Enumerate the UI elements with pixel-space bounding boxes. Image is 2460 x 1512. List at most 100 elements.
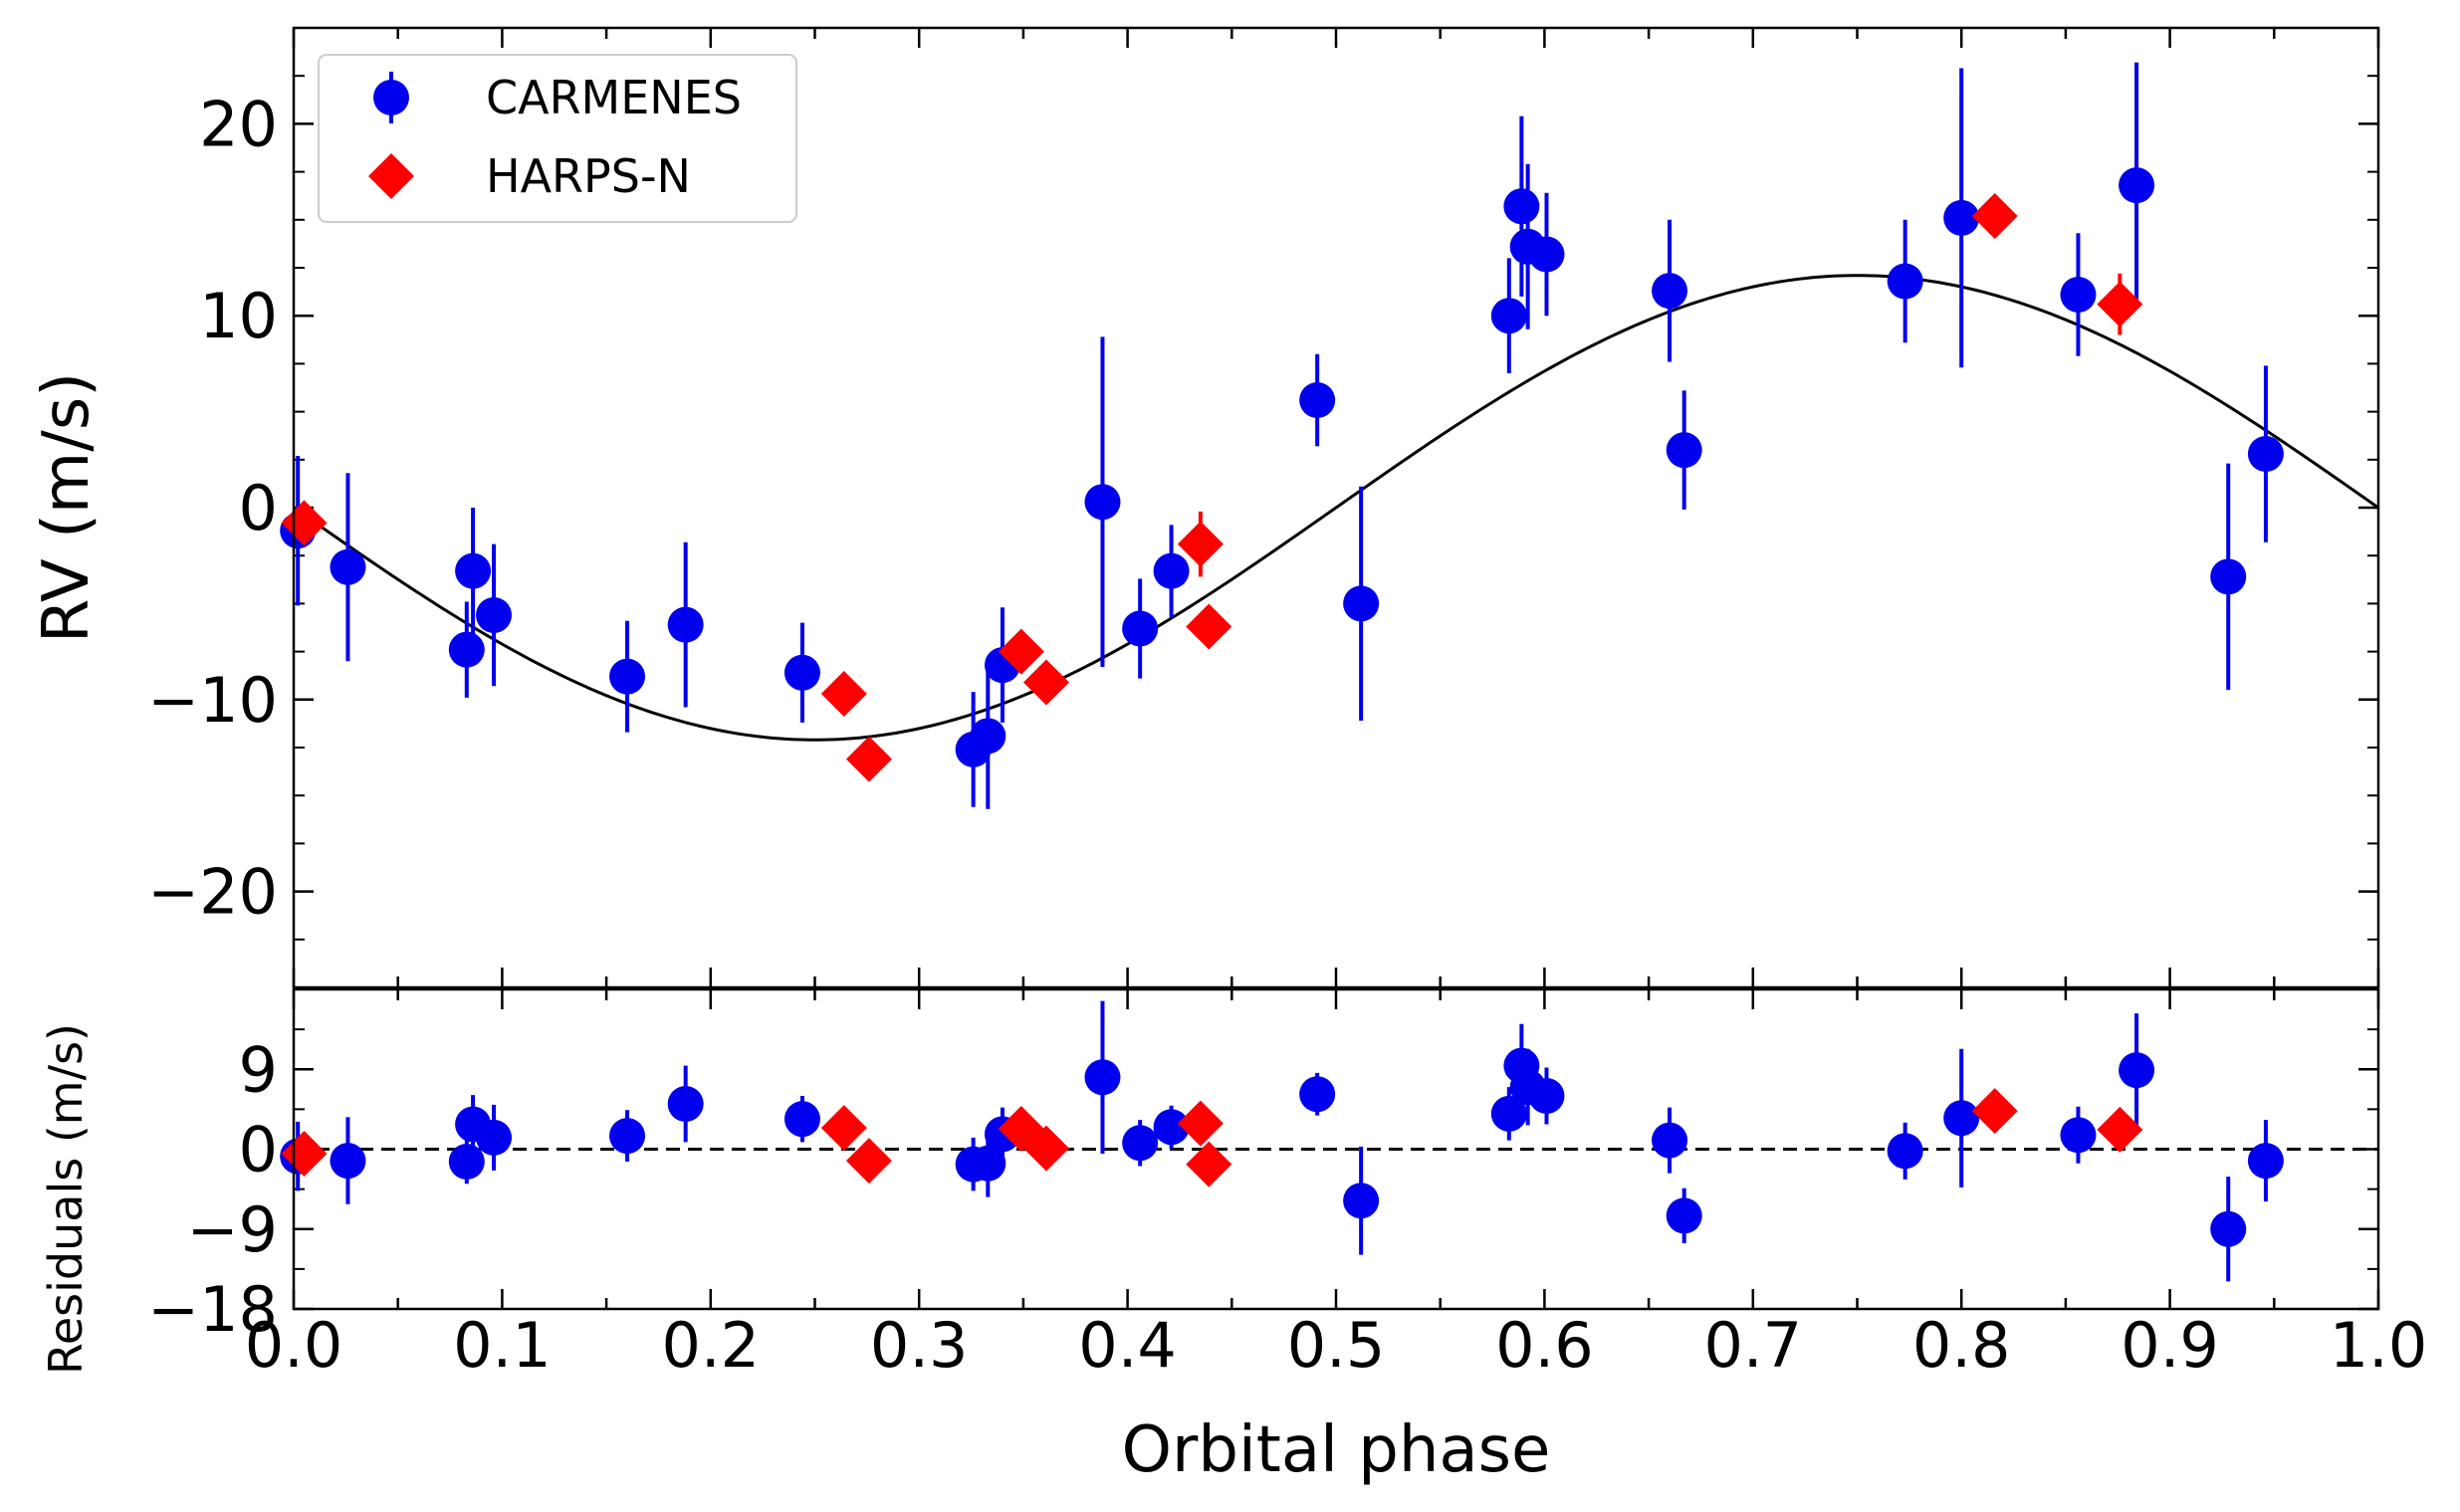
carmenes-data-point <box>1153 1105 1190 1149</box>
phase-tick-label: 0.6 <box>1495 1309 1594 1382</box>
carmenes-point-marker <box>2119 1052 2155 1089</box>
carmenes-point-marker <box>1503 188 1540 225</box>
carmenes-point-marker <box>2060 276 2097 313</box>
carmenes-data-point <box>476 543 513 687</box>
carmenes-data-point <box>455 508 492 635</box>
carmenes-point-marker <box>1299 382 1336 419</box>
carmenes-data-point <box>2119 1013 2155 1128</box>
carmenes-point-marker <box>1153 552 1190 589</box>
rv-panel: 20 10 0 −10 −20 RV (m/s) <box>30 26 2380 989</box>
carmenes-point-marker <box>970 718 1006 755</box>
carmenes-data-point <box>609 620 646 733</box>
carmenes-data-point <box>1122 1120 1159 1167</box>
harps-n-data-point <box>1177 511 1224 577</box>
keplerian-model-curve <box>293 274 2379 742</box>
harps-n-data-point <box>845 736 892 782</box>
harps-n-data-point <box>820 671 867 718</box>
carmenes-point-marker <box>330 1143 366 1180</box>
phase-tick-label: 0.0 <box>245 1309 343 1382</box>
rv-tick-label: −20 <box>147 856 278 929</box>
carmenes-point-marker <box>455 552 492 589</box>
carmenes-point-marker <box>1652 1122 1688 1159</box>
carmenes-data-point <box>1666 390 1702 510</box>
carmenes-point-marker <box>1943 199 1980 236</box>
rv-tick-label: −10 <box>147 664 278 737</box>
carmenes-data-point <box>2119 62 2155 309</box>
harps-n-data-point <box>1022 659 1069 706</box>
carmenes-data-point <box>1343 1146 1380 1255</box>
harps-n-data-point <box>1177 1100 1224 1147</box>
harps-n-point-marker <box>1022 659 1069 706</box>
harps-n-point-marker <box>998 628 1044 675</box>
carmenes-data-point <box>970 663 1006 809</box>
rv-axis-label: RV (m/s) <box>30 372 104 643</box>
harps-n-data-point <box>2097 1106 2143 1153</box>
rv-tick-label: 10 <box>199 280 278 352</box>
harps-n-data-point <box>820 1105 867 1152</box>
phase-axis-label: Orbital phase <box>1122 1413 1551 1487</box>
rv-tick-label: 0 <box>239 472 278 544</box>
harps-n-point-marker <box>1971 192 2018 239</box>
residuals-panel-frame <box>292 987 2380 1311</box>
carmenes-data-point <box>2210 1177 2247 1282</box>
phase-tick-label: 0.3 <box>870 1309 969 1382</box>
phase-tick-label: 0.9 <box>2121 1309 2219 1382</box>
carmenes-point-marker <box>2247 436 2284 473</box>
carmenes-point-marker <box>1343 1183 1380 1219</box>
carmenes-data-point <box>1490 1087 1527 1141</box>
carmenes-point-marker <box>1299 1076 1336 1113</box>
legend-marker-carmenes <box>373 72 409 123</box>
legend-diamond-marker <box>368 153 414 199</box>
carmenes-data-point <box>1122 578 1159 679</box>
carmenes-point-marker <box>1490 1095 1527 1132</box>
carmenes-point-marker <box>1666 1197 1702 1234</box>
carmenes-point-marker <box>783 654 820 691</box>
harps-n-data-point <box>1022 1125 1069 1172</box>
carmenes-data-point <box>1652 1107 1688 1174</box>
carmenes-point-marker <box>2119 167 2155 204</box>
harps-n-point-marker <box>1186 603 1232 650</box>
residuals-panel-data-points <box>280 1000 2284 1282</box>
harps-n-point-marker <box>1186 1141 1232 1188</box>
carmenes-data-point <box>2210 463 2247 691</box>
carmenes-data-point <box>1299 353 1336 447</box>
phase-tick-label: 0.5 <box>1287 1309 1386 1382</box>
rv-panel-frame <box>292 26 2380 989</box>
legend: CARMENES HARPS-N <box>318 54 797 223</box>
carmenes-data-point <box>667 541 704 708</box>
legend-circle-marker <box>373 80 409 115</box>
carmenes-point-marker <box>1666 432 1702 469</box>
carmenes-point-marker <box>667 606 704 643</box>
carmenes-point-marker <box>448 631 485 668</box>
phase-tick-label: 0.1 <box>453 1309 552 1382</box>
carmenes-data-point <box>1503 115 1540 297</box>
harps-n-point-marker <box>1177 521 1224 567</box>
carmenes-data-point <box>1343 486 1380 722</box>
carmenes-data-point <box>330 1117 366 1204</box>
carmenes-data-point <box>783 622 820 723</box>
carmenes-point-marker <box>1122 1125 1159 1162</box>
residuals-axis-label: Residuals (m/s) <box>39 1023 93 1375</box>
harps-n-data-point <box>2097 273 2143 335</box>
carmenes-data-point <box>2247 1120 2284 1202</box>
carmenes-data-point <box>783 1096 820 1143</box>
legend-label-harps-n: HARPS-N <box>486 149 691 203</box>
phase-tick-label: 0.8 <box>1912 1309 2011 1382</box>
harps-n-point-marker <box>820 1105 867 1152</box>
carmenes-point-marker <box>330 548 366 585</box>
rv-panel-tick-labels: 20 10 0 −10 −20 <box>147 88 278 928</box>
carmenes-data-point <box>1528 1067 1565 1125</box>
carmenes-point-marker <box>667 1086 704 1123</box>
carmenes-data-point <box>1153 525 1190 617</box>
carmenes-point-marker <box>1153 1109 1190 1146</box>
carmenes-data-point <box>2247 365 2284 542</box>
carmenes-point-marker <box>1943 1100 1980 1137</box>
carmenes-point-marker <box>1528 236 1565 273</box>
carmenes-data-point <box>1299 1072 1336 1116</box>
carmenes-data-point <box>1943 1048 1980 1188</box>
harps-n-data-point <box>1971 1088 2018 1135</box>
carmenes-point-marker <box>1887 1133 1923 1170</box>
residual-tick-label: −9 <box>187 1193 278 1266</box>
carmenes-data-point <box>1666 1188 1702 1244</box>
